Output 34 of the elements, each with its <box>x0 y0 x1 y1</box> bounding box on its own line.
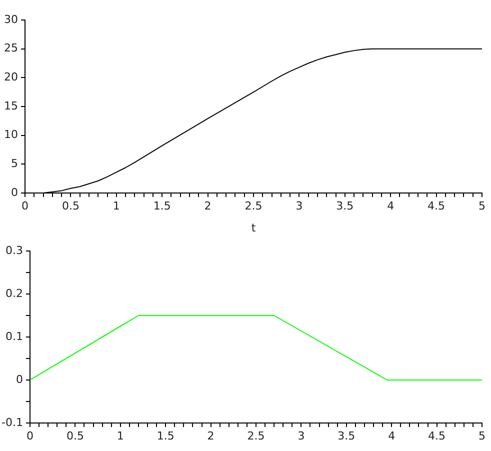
x-tick-label: 1.5 <box>153 199 171 212</box>
x-tick-label: 4 <box>388 429 396 442</box>
x-tick-label: 0.5 <box>66 429 84 442</box>
y-tick-label: 5 <box>11 157 18 170</box>
x-tick-label: 4.5 <box>428 199 446 212</box>
x-tick-label: 4.5 <box>428 429 446 442</box>
y-tick-label: 0.2 <box>6 286 23 300</box>
x-tick-label: 4 <box>387 199 394 212</box>
x-tick-label: 1 <box>116 429 124 442</box>
x-tick-label: 2 <box>207 429 214 442</box>
y-tick-label: 30 <box>4 12 18 26</box>
y-tick-label: -0.1 <box>2 416 23 429</box>
x-axis-title: t <box>251 221 256 234</box>
x-tick-label: 2.5 <box>244 199 262 212</box>
x-tick-label: 3 <box>298 429 305 442</box>
x-tick-label: 2.5 <box>247 429 265 442</box>
y-tick-label: 25 <box>4 42 18 55</box>
y-tick-label: 15 <box>4 99 18 112</box>
x-tick-label: 5 <box>478 429 486 442</box>
y-tick-label: 10 <box>4 128 18 142</box>
x-tick-label: 5 <box>478 199 486 212</box>
y-tick-label: 0 <box>11 186 18 199</box>
x-tick-label: 2 <box>204 199 212 212</box>
x-tick-label: 0 <box>26 429 34 442</box>
x-tick-label: 1.5 <box>156 429 174 442</box>
y-tick-label: 20 <box>4 70 18 84</box>
y-tick-label: 0 <box>16 372 23 386</box>
x-tick-label: 3.5 <box>338 429 356 442</box>
y-tick-label: 0.1 <box>6 330 23 343</box>
y-tick-label: 0.3 <box>6 244 23 257</box>
x-tick-label: 3 <box>296 199 303 212</box>
x-tick-label: 0.5 <box>62 199 80 212</box>
x-tick-label: 3.5 <box>336 199 354 212</box>
x-tick-label: 1 <box>112 199 120 212</box>
